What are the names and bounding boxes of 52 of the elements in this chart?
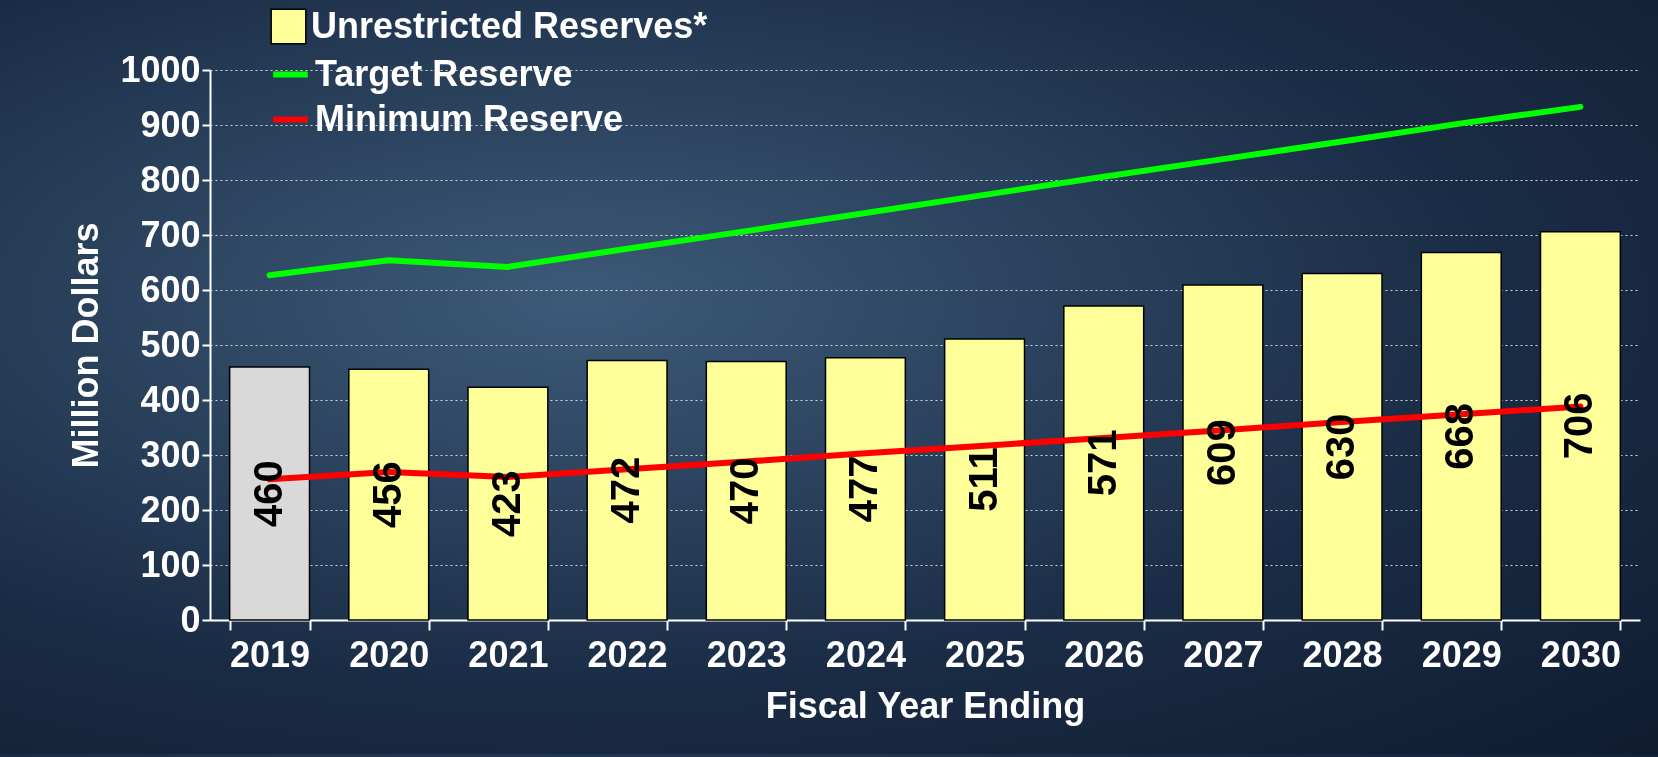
- y-axis-title: Million Dollars: [65, 222, 107, 469]
- y-tick-label: 100: [140, 543, 201, 585]
- y-tick-label: 0: [180, 598, 201, 640]
- bar: [348, 368, 430, 621]
- x-tick-label: 2026: [1064, 633, 1145, 675]
- legend-label: Unrestricted Reserves*: [311, 4, 708, 46]
- data-label: 706: [1556, 392, 1601, 460]
- bar: [586, 359, 668, 621]
- bar: [705, 360, 787, 621]
- data-label: 668: [1437, 402, 1482, 470]
- x-tick-label: 2025: [945, 633, 1026, 675]
- data-label: 609: [1198, 419, 1243, 486]
- x-tick-label: 2030: [1540, 633, 1621, 675]
- y-tick-label: 600: [140, 268, 201, 310]
- data-label: 470: [722, 457, 767, 525]
- x-tick-label: 2029: [1421, 633, 1502, 675]
- bar: [824, 356, 907, 621]
- y-tick-label: 800: [140, 158, 201, 200]
- x-tick-label: 2024: [825, 633, 906, 675]
- legend-label: Minimum Reserve: [315, 97, 624, 139]
- bar: [943, 338, 1026, 621]
- y-tick-label: 400: [140, 378, 201, 420]
- y-tick-label: 900: [140, 103, 201, 145]
- x-axis-title: Fiscal Year Ending: [765, 684, 1086, 726]
- bar: [1063, 305, 1145, 621]
- x-tick-label: 2019: [230, 633, 311, 675]
- bar: [1182, 284, 1264, 621]
- data-label: 571: [1079, 429, 1124, 497]
- bar: [1539, 230, 1622, 621]
- y-tick-label: 700: [140, 213, 201, 255]
- y-tick-label: 200: [140, 488, 201, 530]
- data-label: 630: [1318, 413, 1363, 481]
- data-label: 460: [245, 460, 290, 527]
- data-label: 423: [483, 470, 528, 538]
- x-tick-label: 2021: [468, 633, 549, 675]
- y-tick-label: 300: [140, 433, 201, 475]
- legend-label: Target Reserve: [315, 52, 573, 94]
- x-tick-label: 2023: [706, 633, 787, 675]
- x-tick-label: 2027: [1183, 633, 1264, 675]
- bar: [228, 366, 311, 621]
- x-tick-label: 2020: [349, 633, 430, 675]
- bar: [1301, 272, 1383, 621]
- bar: [467, 386, 549, 621]
- y-tick-label: 500: [140, 323, 201, 365]
- y-tick-label: 1000: [120, 48, 201, 90]
- data-label: 472: [603, 456, 648, 524]
- data-label: 456: [364, 461, 409, 528]
- data-label: 511: [960, 447, 1005, 512]
- x-tick-label: 2028: [1302, 633, 1383, 675]
- bar: [1420, 251, 1502, 621]
- x-tick-label: 2022: [587, 633, 668, 675]
- data-label: 477: [841, 455, 886, 523]
